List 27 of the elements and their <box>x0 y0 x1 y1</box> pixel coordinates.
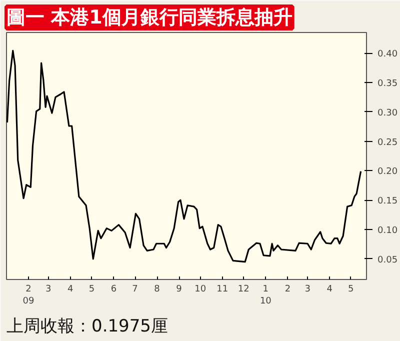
x-tick-label: 2 09 <box>22 284 35 306</box>
x-tick-label: 3 <box>46 284 52 294</box>
y-tick-label: 0.35 <box>378 78 398 89</box>
x-tick-label: 9 <box>176 284 182 294</box>
x-tick-label: 2 <box>284 284 291 294</box>
x-tick-label: 12 <box>238 284 250 294</box>
x-tick-label: 6 <box>110 284 117 294</box>
x-tick-label: 11 <box>216 284 228 294</box>
x-tick-label: 1 10 <box>260 284 272 306</box>
x-tick-label: 8 <box>154 284 160 294</box>
x-tick-label: 5 <box>348 284 354 294</box>
x-tick-label: 4 <box>326 284 333 294</box>
y-tick-label: 0.20 <box>378 167 398 178</box>
x-tick-label: 10 <box>194 284 206 294</box>
y-tick-label: 0.05 <box>378 255 398 266</box>
y-tick-label: 0.30 <box>378 108 398 118</box>
x-tick-label: 3 <box>304 284 310 294</box>
y-tick-label: 0.25 <box>378 138 398 148</box>
y-tick-label: 0.10 <box>378 226 398 236</box>
text: 上周收報：0.1975厘 <box>6 316 168 336</box>
chart-title: 圖一 本港1個月銀行同業拆息抽升 <box>6 6 292 28</box>
x-tick-label: 7 <box>132 284 138 294</box>
y-tick-label: 0.15 <box>378 196 398 207</box>
line-series <box>6 50 362 263</box>
y-tick-label: 0.40 <box>378 50 398 60</box>
x-tick-label: 4 <box>68 284 74 294</box>
x-tick-label: 5 <box>88 284 95 294</box>
